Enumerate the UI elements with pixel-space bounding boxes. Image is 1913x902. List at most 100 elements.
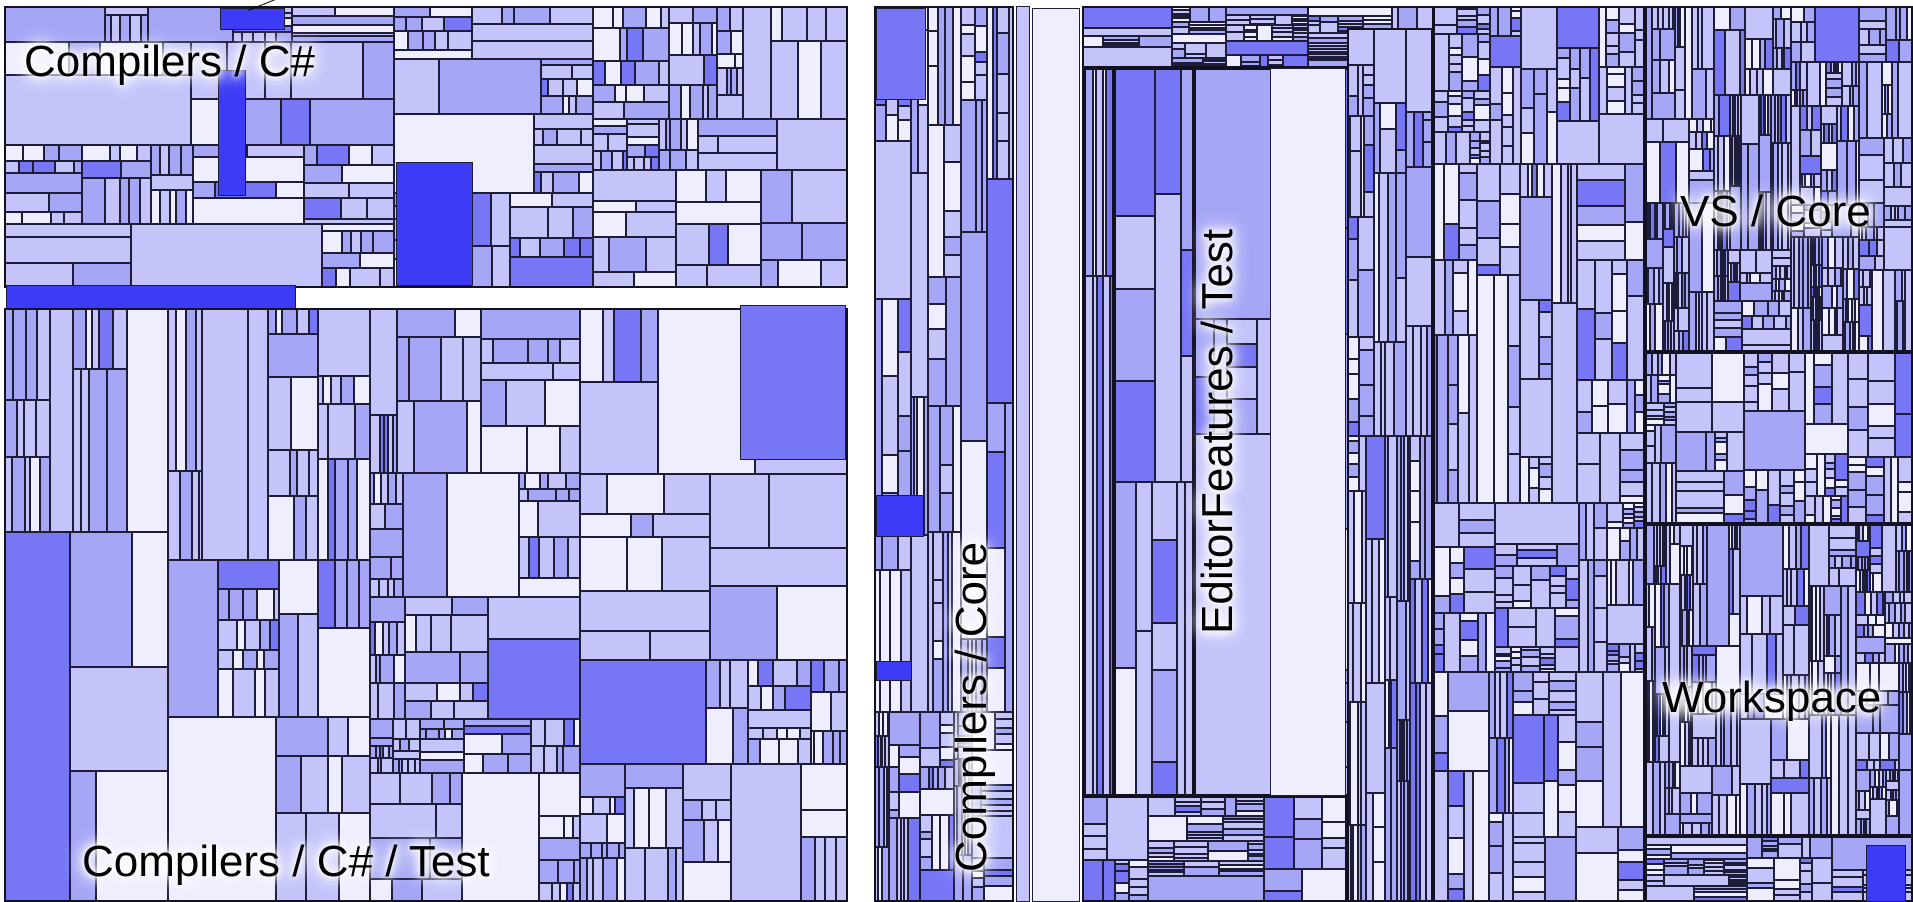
treemap-cell (265, 42, 291, 99)
treemap-cell (510, 207, 548, 238)
treemap-cell (292, 33, 394, 36)
treemap-cell (682, 23, 693, 55)
treemap-cell (541, 96, 563, 114)
treemap-cell (304, 219, 394, 224)
treemap-cell (615, 85, 626, 102)
treemap-cell (218, 70, 246, 196)
treemap-cell (579, 172, 593, 193)
treemap-cell (690, 85, 703, 119)
treemap-cell (700, 23, 712, 55)
treemap-cell (669, 23, 682, 55)
treemap-cell (120, 178, 129, 224)
treemap-cell (372, 145, 394, 165)
treemap-cell (394, 17, 406, 31)
treemap-cell (55, 161, 74, 173)
treemap-cell (717, 54, 735, 68)
treemap-cell (186, 190, 193, 224)
treemap-cell (160, 190, 170, 224)
treemap-cell (160, 145, 169, 175)
treemap-cell (291, 42, 363, 99)
treemap-cell (727, 68, 731, 95)
treemap-cell (743, 6, 771, 119)
treemap-cell (581, 129, 593, 145)
treemap-cell (737, 68, 743, 95)
treemap-cell (110, 145, 120, 161)
treemap-cell (163, 42, 191, 75)
treemap-cell (141, 15, 148, 42)
treemap-cell (541, 172, 553, 193)
treemap-cell (310, 99, 394, 145)
treemap-cell (876, 8, 926, 100)
treemap-cell (304, 183, 349, 198)
treemap-cell (573, 207, 593, 238)
treemap-cell (1032, 8, 1080, 902)
treemap-cell (444, 17, 472, 31)
treemap-cell (740, 305, 846, 460)
region-label-compilers-csharp: Compilers / C# (24, 37, 315, 86)
treemap-cell (193, 182, 215, 198)
treemap-cell (292, 36, 394, 42)
treemap-cell (520, 238, 540, 257)
treemap-cell (576, 96, 593, 114)
treemap-cell (552, 193, 593, 207)
treemap-cell (363, 42, 394, 99)
treemap-cell (349, 183, 394, 198)
treemap-cell (406, 17, 422, 31)
treemap-cell (193, 198, 304, 224)
treemap-cell (281, 99, 310, 145)
treemap-cell (1084, 68, 1114, 796)
treemap-cell (342, 165, 394, 183)
treemap-cell (111, 15, 120, 42)
treemap-cell (4, 75, 191, 145)
treemap-cell (19, 161, 33, 173)
treemap-cell (735, 54, 743, 68)
treemap-cell (548, 207, 573, 238)
treemap-cell (435, 31, 448, 50)
treemap-cell (708, 85, 717, 119)
treemap-cell (82, 161, 121, 178)
treemap-cell (292, 25, 394, 33)
treemap-cell (1866, 845, 1906, 902)
treemap-cell (717, 68, 727, 95)
treemap-cell (233, 32, 242, 42)
treemap-cell (23, 145, 44, 161)
treemap-cell (408, 31, 423, 50)
treemap-cell (627, 28, 643, 61)
treemap-cell (360, 253, 394, 268)
treemap-cell (59, 145, 82, 161)
treemap-cell (349, 145, 372, 165)
treemap-cell (129, 178, 140, 224)
treemap-cell (569, 96, 576, 114)
treemap-cell (394, 59, 439, 114)
treemap-cell (534, 145, 593, 164)
treemap-cell (396, 162, 473, 286)
treemap-cell (367, 198, 394, 219)
treemap-cell (44, 145, 59, 161)
treemap-cell (1016, 6, 1030, 902)
treemap-cell (176, 190, 186, 224)
treemap-cell (580, 238, 593, 257)
treemap-cell (624, 102, 669, 119)
treemap-cell (242, 32, 253, 42)
treemap-cell (548, 79, 563, 96)
treemap-cell (394, 31, 408, 50)
treemap-cell (534, 114, 593, 129)
treemap-cell (1433, 6, 1645, 902)
treemap-cell (1082, 796, 1347, 902)
treemap-cell (669, 85, 681, 119)
treemap-cell (140, 178, 151, 224)
treemap-cell (643, 28, 669, 61)
treemap-cell (253, 32, 265, 42)
treemap-cell (4, 263, 73, 288)
treemap-cell (620, 28, 627, 61)
treemap-cell (541, 59, 593, 65)
treemap-cell (1114, 68, 1194, 796)
treemap-cell (82, 178, 105, 224)
treemap-cell (510, 193, 552, 207)
treemap-cell (423, 31, 435, 50)
treemap-cell (317, 145, 349, 165)
treemap-cell (170, 190, 176, 224)
treemap-cell (472, 24, 593, 41)
treemap-cell (304, 165, 342, 183)
treemap-cell (1270, 68, 1346, 796)
